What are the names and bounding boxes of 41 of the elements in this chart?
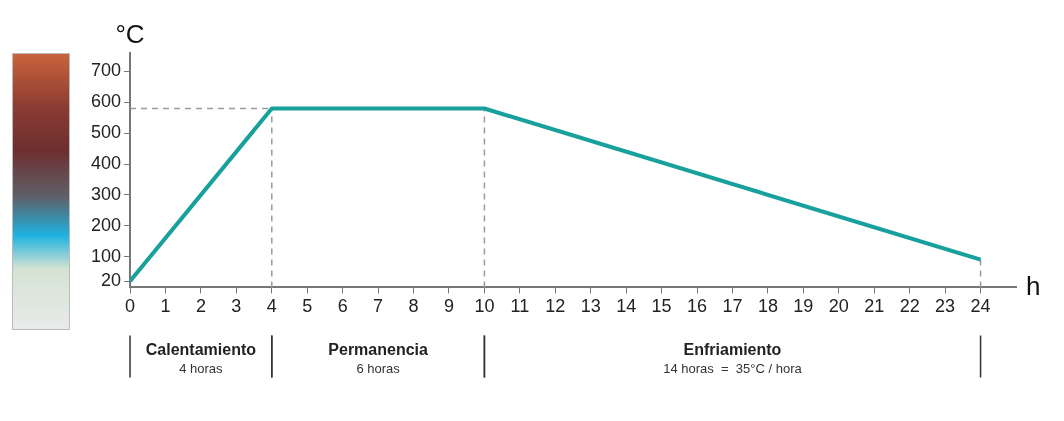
x-tick-label: 9 <box>443 296 454 317</box>
x-tick-label: 20 <box>828 296 849 317</box>
x-tick-label: 21 <box>864 296 885 317</box>
y-tick-label: 200 <box>90 214 122 235</box>
text: Permanencia <box>328 341 429 359</box>
y-tick-label: 100 <box>90 245 122 266</box>
x-tick-label: 7 <box>373 296 384 317</box>
x-tick-label: 14 <box>616 296 637 317</box>
x-tick-label: 19 <box>793 296 814 317</box>
x-tick-label: 11 <box>510 296 530 317</box>
y-tick-label: 20 <box>101 270 122 291</box>
x-tick-label: 22 <box>899 296 920 317</box>
x-tick-label: 10 <box>474 296 495 317</box>
y-axis-title: °C <box>115 19 145 50</box>
y-tick-label: 300 <box>90 183 122 204</box>
x-tick-label: 12 <box>545 296 566 317</box>
x-tick-label: 0 <box>125 296 136 317</box>
x-tick-label: 13 <box>580 296 601 317</box>
x-tick-label: 23 <box>935 296 956 317</box>
y-tick-label: 500 <box>90 122 122 143</box>
x-tick-label: 17 <box>722 296 743 317</box>
x-tick-label: 3 <box>231 296 242 317</box>
x-tick-label: 8 <box>408 296 419 317</box>
x-tick-label: 16 <box>687 296 708 317</box>
x-tick-label: 4 <box>266 296 277 317</box>
x-tick-label: 2 <box>195 296 206 317</box>
x-tick-label: 5 <box>302 296 313 317</box>
x-tick-label: 15 <box>651 296 672 317</box>
x-tick-label: 1 <box>160 296 171 317</box>
x-tick-label: 18 <box>757 296 778 317</box>
text: Calentamiento <box>145 341 257 359</box>
text: 4 horas <box>179 361 224 377</box>
y-tick-label: 400 <box>90 153 122 173</box>
text: 6 horas <box>356 361 401 377</box>
text: Enfriamiento <box>683 341 782 359</box>
y-tick-label: 700 <box>90 60 122 81</box>
x-tick-label: 24 <box>970 296 991 317</box>
x-tick-label: 6 <box>337 296 348 317</box>
y-tick-label: 600 <box>90 91 122 112</box>
x-axis-title: h <box>1026 270 1041 301</box>
text: 14 horas = 35°C / hora <box>663 361 803 377</box>
